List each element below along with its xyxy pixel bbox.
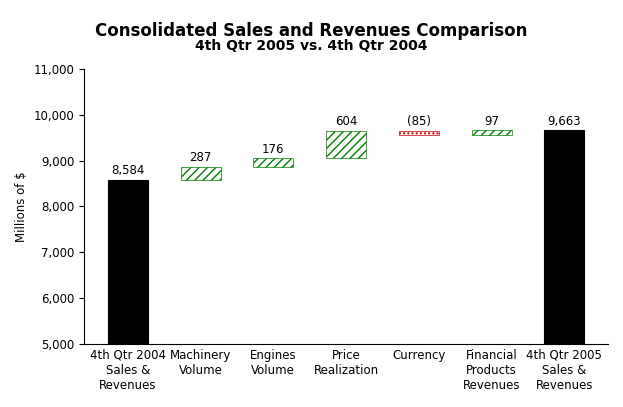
- Bar: [254, 158, 293, 166]
- Text: Consolidated Sales and Revenues Comparison: Consolidated Sales and Revenues Comparis…: [95, 22, 528, 40]
- Text: 604: 604: [335, 116, 357, 129]
- Bar: [399, 131, 439, 135]
- Y-axis label: Millions of $: Millions of $: [15, 171, 28, 242]
- Bar: [472, 130, 511, 135]
- Text: 9,663: 9,663: [548, 115, 581, 128]
- Text: (85): (85): [407, 116, 431, 129]
- Text: 287: 287: [189, 151, 212, 164]
- Bar: [108, 180, 148, 344]
- Text: 4th Qtr 2005 vs. 4th Qtr 2004: 4th Qtr 2005 vs. 4th Qtr 2004: [195, 39, 428, 53]
- Bar: [326, 131, 366, 158]
- Text: 176: 176: [262, 143, 285, 156]
- Bar: [181, 166, 221, 180]
- Text: 97: 97: [484, 115, 499, 128]
- Title: Consolidated Sales and Revenues Comparison
4th Qtr 2005 vs. 4th Qtr 2004: Consolidated Sales and Revenues Comparis…: [0, 406, 1, 407]
- Text: 8,584: 8,584: [111, 164, 145, 177]
- Bar: [545, 130, 584, 344]
